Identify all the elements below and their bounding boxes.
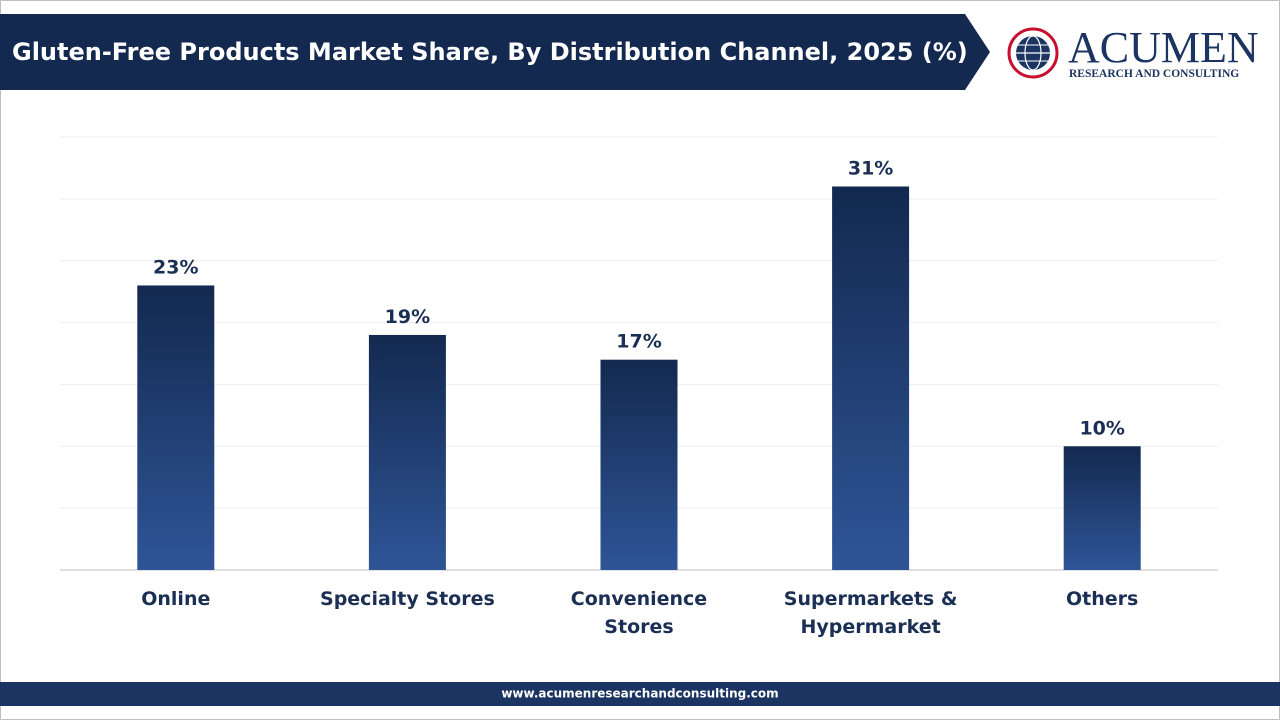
x-tick-label: Others: [1066, 588, 1139, 610]
bar: [832, 186, 910, 570]
value-label: 10%: [1079, 417, 1124, 439]
x-tick-label: Supermarkets & Hypermarket: [783, 588, 958, 638]
logo: ACUMEN RESEARCH AND CONSULTING: [1007, 23, 1259, 80]
x-tick-label: Convenience Stores: [570, 588, 708, 638]
bar: [368, 334, 446, 570]
value-label: 23%: [153, 256, 198, 278]
value-label: 31%: [848, 157, 893, 179]
chart-title: Gluten-Free Products Market Share, By Di…: [12, 38, 968, 66]
footer-bar: [0, 682, 1280, 706]
logo-ring: [1007, 27, 1059, 79]
x-tick-label: Online: [141, 588, 211, 610]
value-label: 17%: [616, 331, 661, 353]
logo-tagline: RESEARCH AND CONSULTING: [1069, 68, 1239, 80]
title-banner: [0, 14, 990, 90]
bar: [600, 359, 678, 570]
logo-name: ACUMEN: [1068, 23, 1259, 72]
x-tick-label: Specialty Stores: [320, 588, 495, 610]
value-label: 19%: [385, 306, 430, 328]
bar: [1063, 446, 1141, 570]
footer-url: www.acumenresearchandconsulting.com: [501, 687, 778, 701]
bar: [137, 285, 215, 570]
